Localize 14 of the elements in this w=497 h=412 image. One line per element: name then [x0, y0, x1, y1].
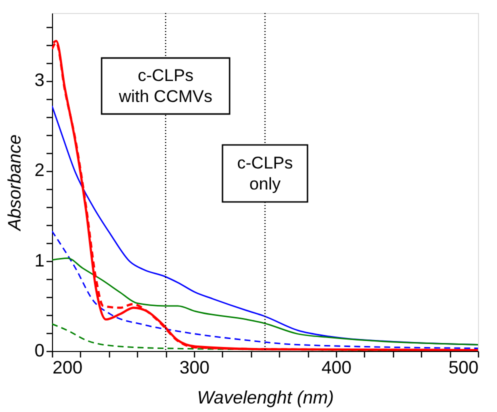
- line-series: [52, 257, 478, 346]
- annotation: c-CLPs with CCMVs: [118, 66, 212, 106]
- x-tick-label: 500: [448, 358, 478, 378]
- y-axis-title: Absorbance: [4, 134, 24, 232]
- y-tick-label: 2: [34, 160, 44, 180]
- x-tick-label: 300: [179, 358, 210, 378]
- annotation: c-CLPs only: [237, 153, 293, 194]
- line-series: [52, 230, 478, 349]
- x-tick-label: 400: [321, 358, 352, 378]
- y-tick-label: 1: [34, 250, 44, 270]
- x-axis-title: Wavelenght (nm): [197, 388, 334, 408]
- y-tick-label: 3: [34, 70, 44, 90]
- x-tick-label: 200: [52, 358, 83, 378]
- y-tick-label: 0: [34, 340, 44, 360]
